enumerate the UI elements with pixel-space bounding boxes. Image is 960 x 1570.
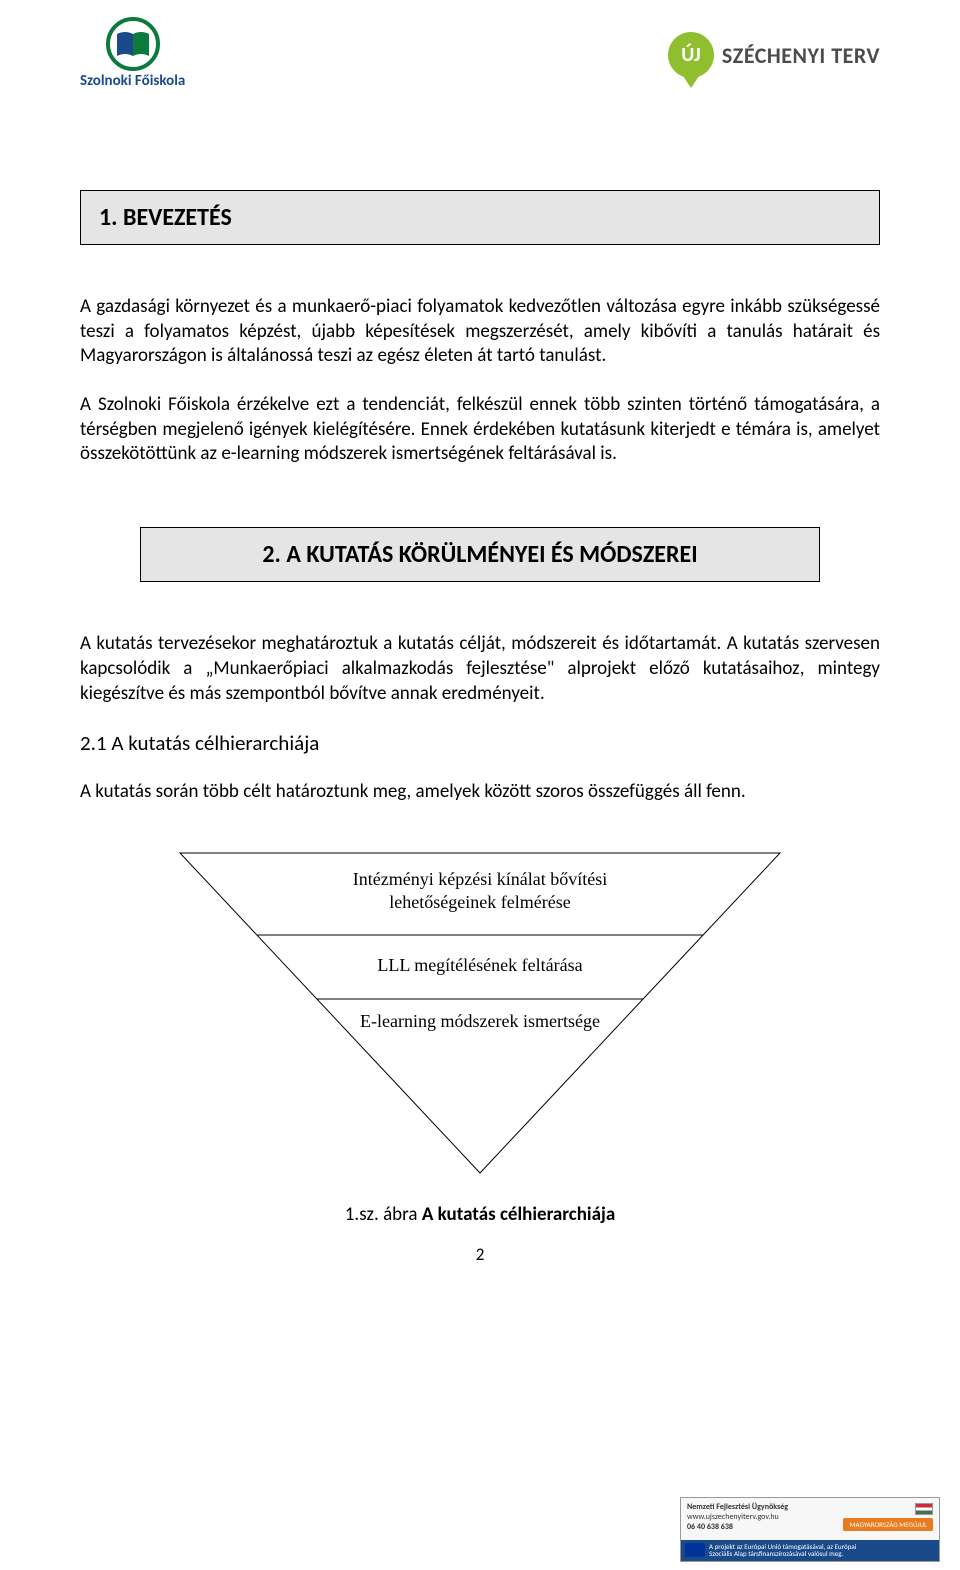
- triangle-level2: LLL megítélésének feltárása: [377, 955, 582, 975]
- book-shield-icon: [103, 20, 163, 68]
- section1-p1: A gazdasági környezet és a munkaerő-piac…: [80, 295, 880, 369]
- logo-szolnoki-text: Szolnoki Főiskola: [80, 72, 185, 90]
- section1-heading-box: 1. BEVEZETÉS: [80, 190, 880, 245]
- section1-heading: 1. BEVEZETÉS: [99, 203, 861, 232]
- section2-subheading: 2.1 A kutatás célhierarchiája: [80, 730, 880, 756]
- section1-p2: A Szolnoki Főiskola érzékelve ezt a tend…: [80, 393, 880, 467]
- hungary-flag-icon: [915, 1503, 933, 1515]
- eu-flag-icon: [685, 1543, 705, 1557]
- footer-eu-text: A projekt az Európai Unió támogatásával,…: [709, 1543, 856, 1558]
- triangle-level1-line1: Intézményi képzési kínálat bővítési: [353, 869, 607, 889]
- figure-caption: 1.sz. ábra A kutatás célhierarchiája: [80, 1203, 880, 1226]
- triangle-svg: Intézményi képzési kínálat bővítési lehe…: [170, 843, 790, 1183]
- footer-url: www.ujszechenyiterv.gov.hu: [687, 1512, 788, 1522]
- footer-phone: 06 40 638 638: [687, 1522, 788, 1532]
- logo-szechenyi-text: SZÉCHENYI TERV: [722, 42, 880, 69]
- caption-prefix: 1.sz. ábra: [345, 1203, 422, 1226]
- footer-agency: Nemzeti Fejlesztési Ügynökség: [687, 1502, 788, 1512]
- header-row: Szolnoki Főiskola ÚJ SZÉCHENYI TERV: [80, 20, 880, 100]
- section2-p1: A kutatás tervezésekor meghatároztuk a k…: [80, 632, 880, 706]
- triangle-diagram: Intézményi képzési kínálat bővítési lehe…: [80, 843, 880, 1183]
- pin-icon: ÚJ: [668, 32, 714, 78]
- section2-heading: 2. A KUTATÁS KÖRÜLMÉNYEI ÉS MÓDSZEREI: [159, 540, 801, 569]
- footer-tag: MAGYARORSZÁG MEGÚJUL: [843, 1518, 933, 1531]
- page-number: 2: [80, 1244, 880, 1265]
- document-page: Szolnoki Főiskola ÚJ SZÉCHENYI TERV 1. B…: [0, 0, 960, 1570]
- section2-goal-line: A kutatás során több célt határoztunk me…: [80, 780, 880, 803]
- pin-text: ÚJ: [681, 43, 700, 67]
- triangle-level3: E-learning módszerek ismertsége: [360, 1011, 600, 1031]
- section2-heading-box: 2. A KUTATÁS KÖRÜLMÉNYEI ÉS MÓDSZEREI: [140, 527, 820, 582]
- footer-eu-badge: Nemzeti Fejlesztési Ügynökség www.ujszec…: [680, 1497, 940, 1562]
- logo-szechenyi: ÚJ SZÉCHENYI TERV: [668, 32, 880, 78]
- caption-bold: A kutatás célhierarchiája: [422, 1203, 615, 1226]
- logo-szolnoki: Szolnoki Főiskola: [80, 20, 185, 90]
- triangle-level1-line2: lehetőségeinek felmérése: [389, 892, 570, 912]
